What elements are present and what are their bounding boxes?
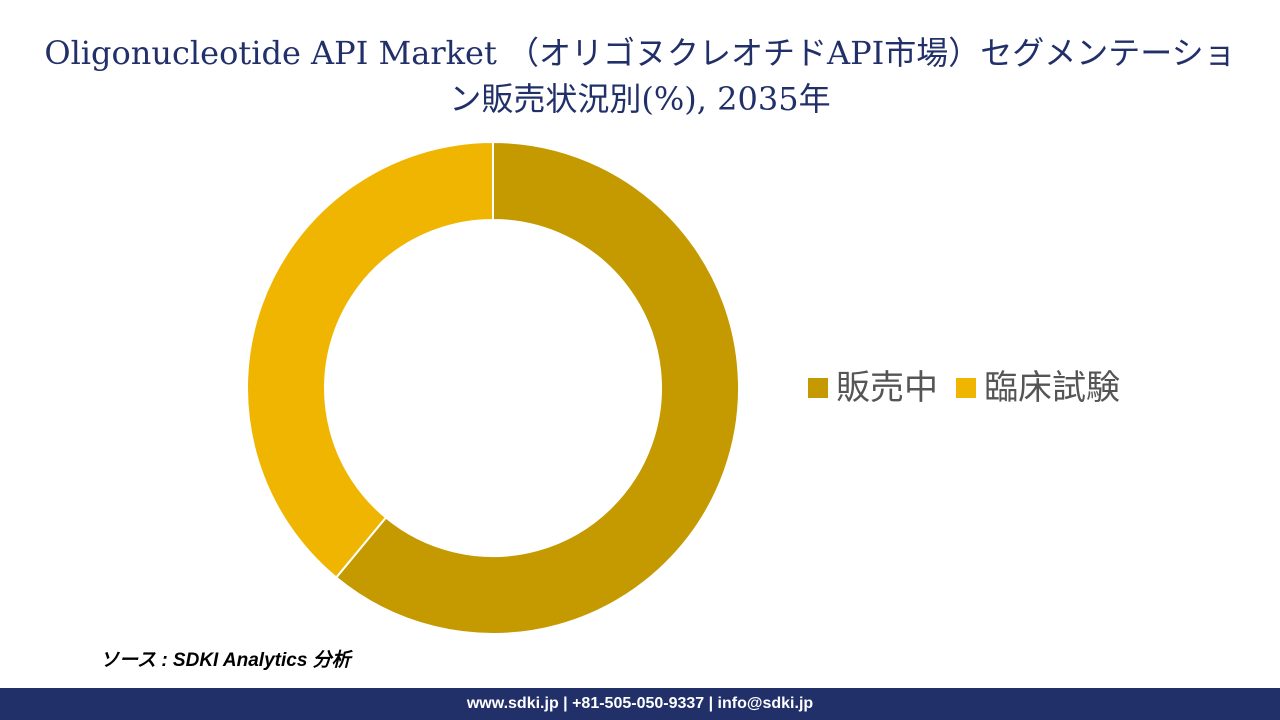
slice-clinical-trial [246, 140, 494, 579]
legend-item-on-sale: 販売中 [808, 366, 938, 410]
legend-swatch-on-sale [808, 378, 828, 398]
legend-label-clinical-trial: 臨床試験 [984, 368, 1120, 408]
source-note: ソース : SDKI Analytics 分析 [100, 650, 351, 671]
chart-title: Oligonucleotide API Market （オリゴヌクレオチドAPI… [44, 34, 1236, 118]
donut-slices [246, 140, 740, 635]
footer-bar: www.sdki.jp | +81-505-050-9337 | info@sd… [0, 688, 1280, 720]
legend-swatch-clinical-trial [956, 378, 976, 398]
footer-contact: www.sdki.jp | +81-505-050-9337 | info@sd… [466, 695, 814, 712]
chart-legend: 販売中 臨床試験 [808, 366, 1120, 410]
slice-on-sale [334, 140, 740, 635]
legend-label-on-sale: 販売中 [836, 368, 938, 408]
legend-item-clinical-trial: 臨床試験 [956, 366, 1120, 410]
